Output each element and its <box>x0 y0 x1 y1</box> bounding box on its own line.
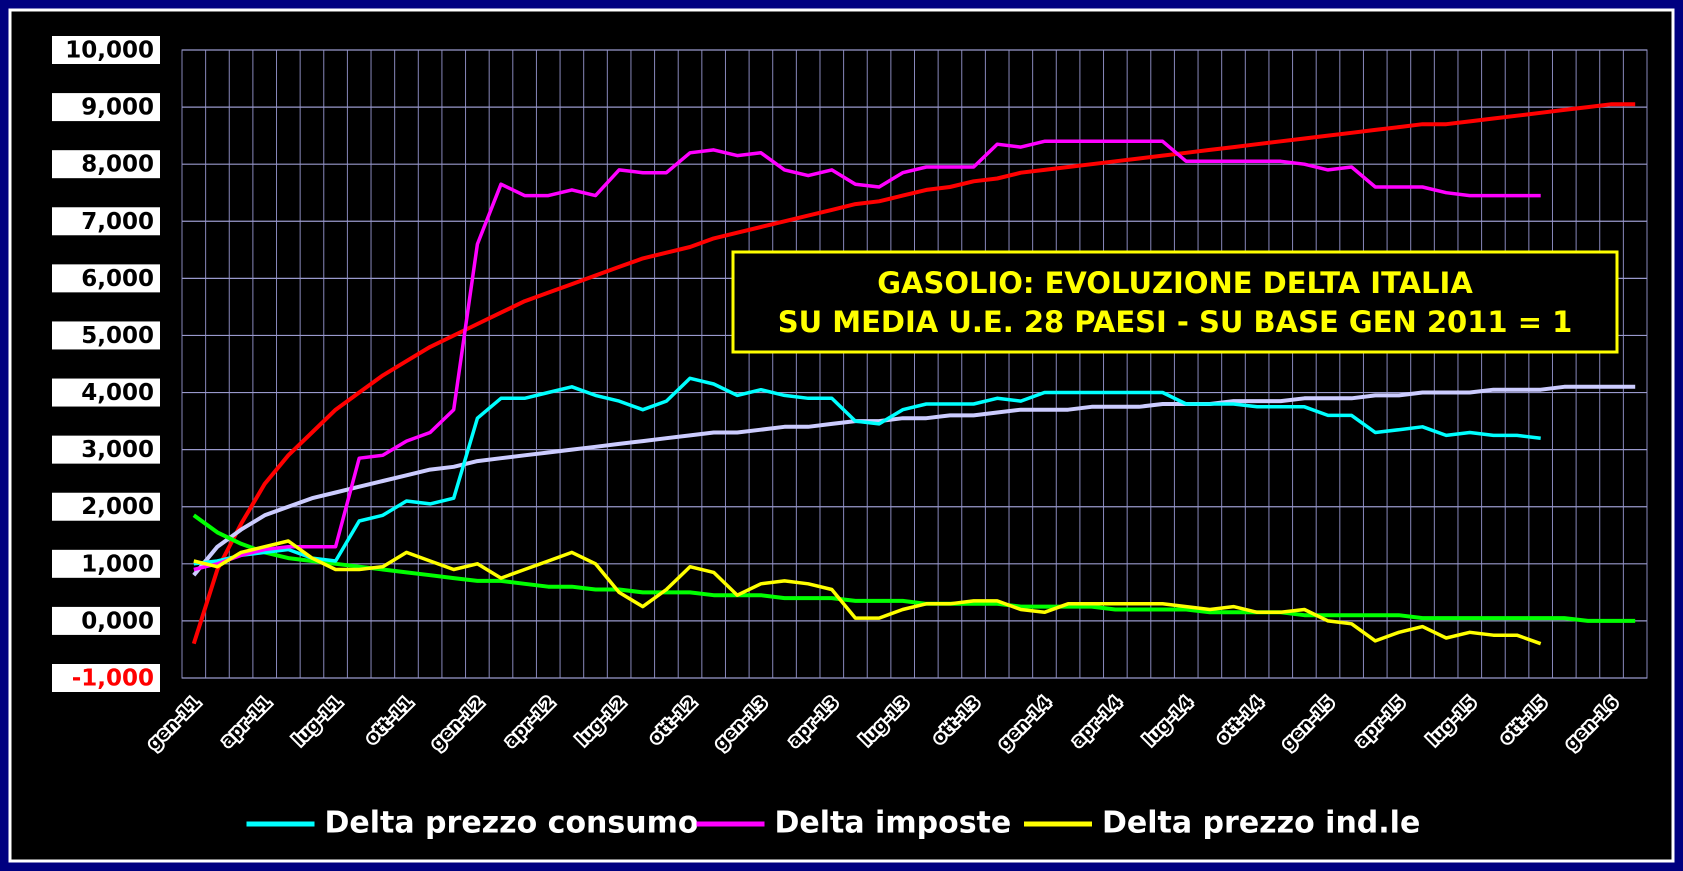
line <box>191 102 1636 645</box>
y-tick-box <box>52 264 160 293</box>
legend-label: Delta prezzo ind.le <box>1102 806 1420 841</box>
legend-label: Delta imposte <box>775 806 1012 841</box>
y-tick-label: -1,000 <box>72 666 154 692</box>
y-tick-label: 3,000 <box>81 437 154 463</box>
y-tick-label: 2,000 <box>81 494 154 520</box>
y-tick-label: 5,000 <box>81 323 154 349</box>
annotation: SU MEDIA U.E. 28 PAESI - SU BASE GEN 201… <box>778 305 1573 339</box>
line <box>193 376 1541 566</box>
y-tick-box <box>52 664 160 692</box>
y-tick-label: 10,000 <box>65 38 154 64</box>
line <box>193 539 1542 646</box>
annotation: GASOLIO: EVOLUZIONE DELTA ITALIA <box>877 266 1473 300</box>
y-tick-label: 4,000 <box>81 380 154 406</box>
legend-label: Delta prezzo consumo <box>325 806 699 841</box>
y-tick-box <box>52 36 160 64</box>
y-tick-box <box>52 549 160 578</box>
y-tick-box <box>52 606 160 635</box>
y-tick-box <box>52 378 160 407</box>
line <box>193 139 1541 572</box>
y-tick-label: 9,000 <box>81 95 154 121</box>
y-tick-box <box>52 150 160 179</box>
y-tick-label: 8,000 <box>81 152 154 178</box>
y-tick-box <box>52 435 160 464</box>
y-tick-box <box>52 93 160 122</box>
y-tick-label: 7,000 <box>81 209 154 235</box>
line <box>192 513 1636 623</box>
annotation-box <box>731 250 1619 354</box>
y-tick-box <box>52 207 160 236</box>
y-tick-box <box>52 492 160 521</box>
line <box>192 384 1636 577</box>
y-tick-label: 6,000 <box>81 266 154 292</box>
y-tick-label: 0,000 <box>81 608 154 634</box>
y-tick-box <box>52 321 160 350</box>
y-tick-label: 1,000 <box>81 551 154 577</box>
